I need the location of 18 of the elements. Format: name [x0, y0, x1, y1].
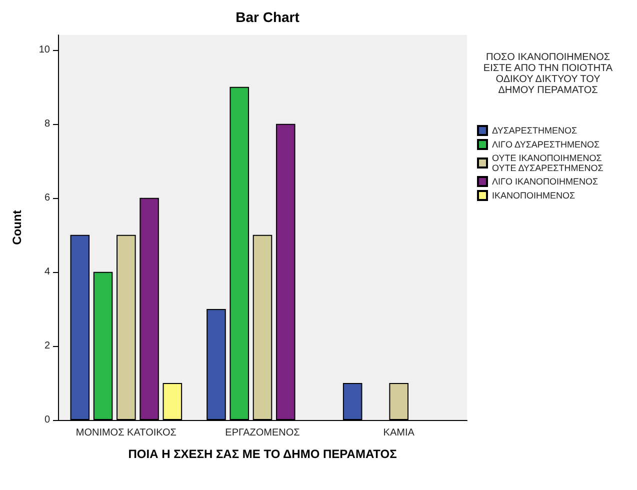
x-axis-title: ΠΟΙΑ Η ΣΧΕΣΗ ΣΑΣ ΜΕ ΤΟ ΔΗΜΟ ΠΕΡΑΜΑΤΟΣ [128, 447, 397, 461]
x-tick-label: ΜΟΝΙΜΟΣ ΚΑΤΟΙΚΟΣ [76, 428, 176, 438]
y-tick-label: 0 [44, 414, 50, 426]
legend-label: ΟΥΤΕ ΙΚΑΝΟΠΟΙΗΜΕΝΟΣ ΟΥΤΕ ΔΥΣΑΡΕΣΤΗΜΕΝΟΣ [492, 153, 604, 173]
x-tick-label: ΚΑΜΙΑ [383, 428, 415, 438]
y-tick-label: 2 [44, 340, 50, 352]
chart-title: Bar Chart [236, 9, 300, 25]
legend-title: ΠΟΣΟ ΙΚΑΝΟΠΟΙΗΜΕΝΟΣ ΕΙΣΤΕ ΑΠΟ ΤΗΝ ΠΟΙΟΤΗΤΑ ΟΔΙΚΟΥ ΔΙΚΤΥΟΥ ΤΟΥ ΔΗΜΟΥ ΠΕΡΑΜΑΤΟΣ [483, 52, 613, 96]
x-tick-label: ΕΡΓΑΖΟΜΕΝΟΣ [225, 428, 300, 438]
y-axis-title: Count [10, 210, 24, 245]
y-tick-label: 4 [44, 266, 50, 278]
legend-label: ΛΙΓΟ ΙΚΑΝΟΠΟΙΗΜΕΝΟΣ [492, 176, 598, 186]
y-tick-label: 10 [38, 44, 50, 56]
legend-label: ΙΚΑΝΟΠΟΙΗΜΕΝΟΣ [492, 190, 576, 200]
y-tick-label: 8 [44, 118, 50, 130]
y-tick-label: 6 [44, 192, 50, 204]
legend-label: ΔΥΣΑΡΕΣΤΗΜΕΝΟΣ [492, 126, 578, 136]
legend-label: ΛΙΓΟ ΔΥΣΑΡΕΣΤΗΜΕΝΟΣ [492, 140, 600, 150]
